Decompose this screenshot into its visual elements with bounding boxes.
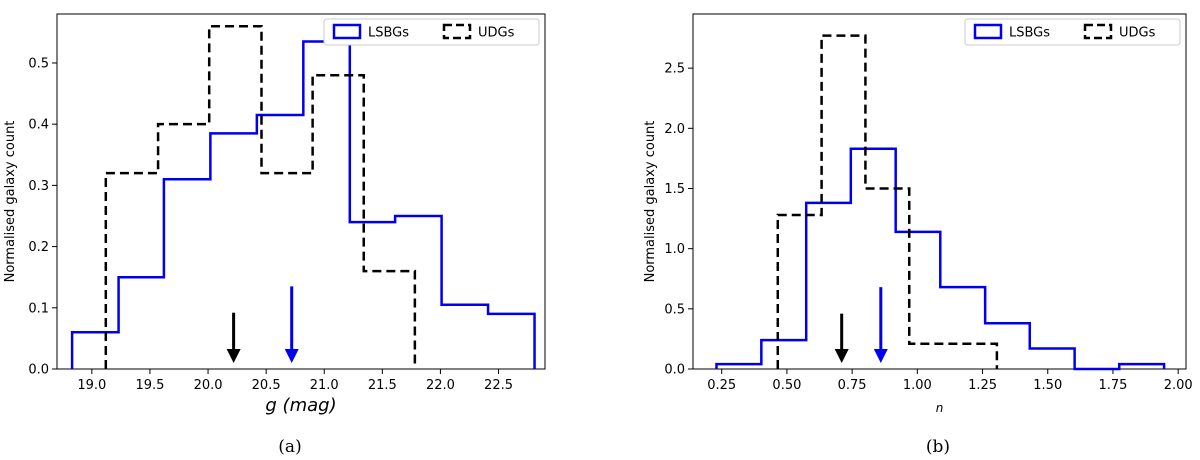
legend-box xyxy=(323,18,540,46)
plot-frame xyxy=(692,13,1187,370)
y-tick-label: 0.1 xyxy=(28,301,49,316)
legend-label: LSBGs xyxy=(368,26,409,41)
median-arrow-head xyxy=(226,349,241,363)
legend-swatch-udgs xyxy=(1083,23,1113,40)
histogram-lsbgs xyxy=(70,40,536,369)
x-tick-label: 19.0 xyxy=(77,378,106,393)
x-tick-label: 1.25 xyxy=(968,378,997,393)
x-tick-label: 0.75 xyxy=(838,378,867,393)
y-axis-label: Normalised galaxy count xyxy=(643,121,658,283)
legend-swatch-udgs xyxy=(442,23,472,40)
y-tick-label: 0.2 xyxy=(28,240,49,255)
x-tick-label: 1.75 xyxy=(1098,378,1127,393)
y-tick-label: 2.5 xyxy=(664,62,685,77)
histogram-udgs xyxy=(776,34,999,369)
histogram-lsbgs xyxy=(715,147,1166,371)
x-tick-label: 1.50 xyxy=(1033,378,1062,393)
histogram-udgs xyxy=(104,24,417,369)
y-tick-label: 0.0 xyxy=(28,363,49,378)
y-tick-label: 0.0 xyxy=(664,363,685,378)
y-tick-label: 2.0 xyxy=(664,122,685,137)
legend-swatch-lsbgs xyxy=(332,23,362,40)
y-axis-label: Normalised galaxy count xyxy=(3,121,18,283)
x-tick-label: 21.0 xyxy=(310,378,339,393)
x-tick-label: 22.0 xyxy=(426,378,455,393)
legend-label: UDGs xyxy=(1119,26,1156,41)
x-axis-label: g (mag) xyxy=(265,395,336,416)
legend-swatch-lsbgs xyxy=(973,23,1003,40)
x-tick-label: 19.5 xyxy=(135,378,164,393)
panel-a: 19.0 19.5 20.0 20.5 21.0 21.5 22.0 22.5 0.0 0.1 0.… xyxy=(3,13,546,457)
x-tick-label: 0.50 xyxy=(772,378,801,393)
x-axis-label: n xyxy=(936,401,944,415)
x-tick-label: 21.5 xyxy=(368,378,397,393)
x-tick-label: 20.5 xyxy=(252,378,281,393)
legend-label: LSBGs xyxy=(1009,26,1050,41)
y-tick-label: 0.5 xyxy=(664,302,685,317)
panel-b: 0.25 0.50 0.75 1.00 1.25 1.50 1.75 2.00 0.0 0.5 1.… xyxy=(643,13,1193,457)
legend-box xyxy=(964,18,1181,46)
y-tick-label: 0.3 xyxy=(28,179,49,194)
y-tick-label: 1.5 xyxy=(664,182,685,197)
y-tick-label: 0.4 xyxy=(28,118,49,133)
x-tick-label: 20.0 xyxy=(194,378,223,393)
median-arrow-head xyxy=(834,349,849,363)
y-tick-label: 0.5 xyxy=(28,56,49,71)
x-tick-label: 22.5 xyxy=(484,378,513,393)
x-tick-label: 2.00 xyxy=(1164,378,1193,393)
median-arrow-head xyxy=(873,349,888,363)
legend-label: UDGs xyxy=(478,26,515,41)
panel-caption: (a) xyxy=(278,437,301,457)
plot-frame xyxy=(56,13,546,370)
x-tick-label: 1.00 xyxy=(903,378,932,393)
median-arrow-head xyxy=(284,349,299,363)
panel-caption: (b) xyxy=(926,437,950,457)
x-tick-label: 0.25 xyxy=(707,378,736,393)
y-tick-label: 1.0 xyxy=(664,242,685,257)
